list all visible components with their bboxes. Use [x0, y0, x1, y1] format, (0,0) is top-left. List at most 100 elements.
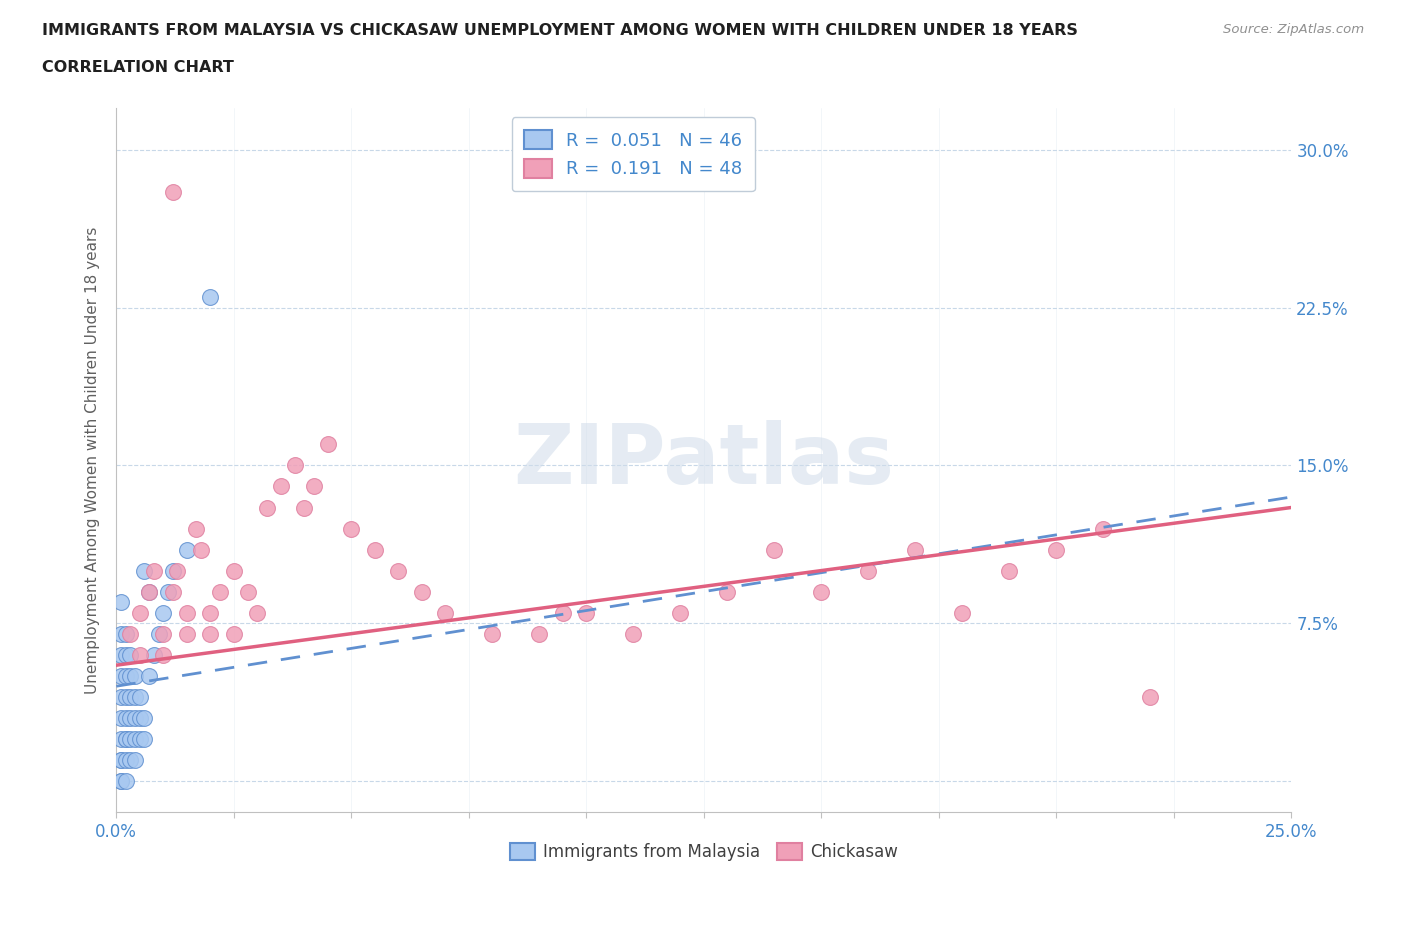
Point — [200, 290, 222, 305]
Point — [124, 669, 146, 684]
Point — [124, 689, 146, 704]
Point — [858, 564, 880, 578]
Point — [256, 500, 278, 515]
Point — [110, 689, 132, 704]
Point — [134, 564, 156, 578]
Text: Source: ZipAtlas.com: Source: ZipAtlas.com — [1223, 23, 1364, 36]
Point — [128, 711, 150, 725]
Point — [222, 626, 245, 641]
Point — [246, 605, 269, 620]
Point — [950, 605, 973, 620]
Point — [124, 731, 146, 746]
Point — [621, 626, 644, 641]
Point — [134, 711, 156, 725]
Point — [200, 605, 222, 620]
Point — [110, 594, 132, 609]
Point — [120, 752, 142, 767]
Point — [134, 731, 156, 746]
Point — [110, 647, 132, 662]
Point — [128, 731, 150, 746]
Point — [411, 584, 433, 599]
Point — [120, 731, 142, 746]
Point — [1045, 542, 1067, 557]
Point — [176, 605, 198, 620]
Point — [186, 521, 208, 536]
Y-axis label: Unemployment Among Women with Children Under 18 years: Unemployment Among Women with Children U… — [86, 227, 100, 694]
Point — [270, 479, 292, 494]
Point — [222, 564, 245, 578]
Point — [434, 605, 457, 620]
Point — [364, 542, 387, 557]
Point — [142, 564, 165, 578]
Point — [138, 584, 160, 599]
Point — [120, 647, 142, 662]
Point — [166, 564, 188, 578]
Point — [114, 626, 136, 641]
Point — [387, 564, 409, 578]
Point — [120, 689, 142, 704]
Point — [763, 542, 786, 557]
Point — [551, 605, 574, 620]
Point — [120, 626, 142, 641]
Point — [110, 669, 132, 684]
Point — [481, 626, 503, 641]
Point — [114, 669, 136, 684]
Point — [124, 752, 146, 767]
Point — [316, 437, 339, 452]
Point — [190, 542, 212, 557]
Point — [110, 731, 132, 746]
Point — [162, 564, 184, 578]
Point — [120, 669, 142, 684]
Point — [114, 774, 136, 789]
Point — [114, 647, 136, 662]
Point — [904, 542, 927, 557]
Point — [138, 669, 160, 684]
Point — [208, 584, 231, 599]
Point — [148, 626, 170, 641]
Text: CORRELATION CHART: CORRELATION CHART — [42, 60, 233, 75]
Point — [120, 711, 142, 725]
Point — [110, 774, 132, 789]
Point — [302, 479, 325, 494]
Point — [810, 584, 832, 599]
Point — [128, 647, 150, 662]
Point — [110, 752, 132, 767]
Point — [110, 774, 132, 789]
Point — [176, 626, 198, 641]
Point — [162, 185, 184, 200]
Point — [128, 605, 150, 620]
Point — [138, 584, 160, 599]
Point — [284, 458, 307, 472]
Point — [114, 752, 136, 767]
Point — [200, 626, 222, 641]
Legend: Immigrants from Malaysia, Chickasaw: Immigrants from Malaysia, Chickasaw — [503, 836, 904, 868]
Point — [998, 564, 1021, 578]
Point — [124, 711, 146, 725]
Point — [236, 584, 259, 599]
Point — [716, 584, 738, 599]
Point — [1092, 521, 1115, 536]
Point — [110, 711, 132, 725]
Point — [152, 626, 174, 641]
Point — [529, 626, 551, 641]
Point — [114, 731, 136, 746]
Point — [110, 626, 132, 641]
Point — [176, 542, 198, 557]
Point — [110, 752, 132, 767]
Point — [152, 647, 174, 662]
Point — [128, 689, 150, 704]
Point — [340, 521, 363, 536]
Point — [142, 647, 165, 662]
Point — [114, 711, 136, 725]
Point — [669, 605, 692, 620]
Text: ZIPatlas: ZIPatlas — [513, 419, 894, 500]
Point — [575, 605, 598, 620]
Point — [1139, 689, 1161, 704]
Point — [156, 584, 179, 599]
Point — [152, 605, 174, 620]
Point — [292, 500, 315, 515]
Point — [114, 731, 136, 746]
Point — [114, 689, 136, 704]
Point — [162, 584, 184, 599]
Text: IMMIGRANTS FROM MALAYSIA VS CHICKASAW UNEMPLOYMENT AMONG WOMEN WITH CHILDREN UND: IMMIGRANTS FROM MALAYSIA VS CHICKASAW UN… — [42, 23, 1078, 38]
